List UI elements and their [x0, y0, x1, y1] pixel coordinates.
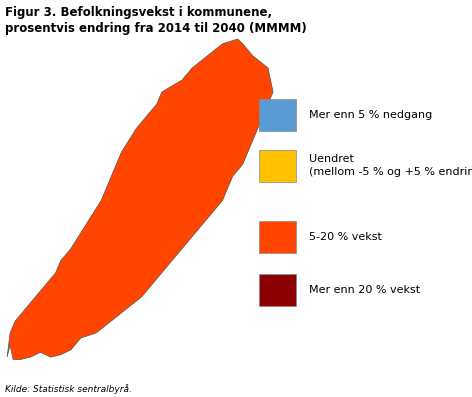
Text: prosentvis endring fra 2014 til 2040 (MMMM): prosentvis endring fra 2014 til 2040 (MM…: [5, 22, 306, 35]
FancyBboxPatch shape: [259, 99, 296, 131]
Text: 5-20 % vekst: 5-20 % vekst: [309, 232, 382, 242]
Text: Kilde: Statistisk sentralbyrå.: Kilde: Statistisk sentralbyrå.: [5, 384, 132, 394]
Polygon shape: [7, 39, 273, 360]
FancyBboxPatch shape: [259, 221, 296, 253]
Text: Uendret
(mellom -5 % og +5 % endring): Uendret (mellom -5 % og +5 % endring): [309, 154, 472, 177]
FancyBboxPatch shape: [259, 150, 296, 182]
Text: Mer enn 5 % nedgang: Mer enn 5 % nedgang: [309, 110, 432, 120]
Text: Figur 3. Befolkningsvekst i kommunene,: Figur 3. Befolkningsvekst i kommunene,: [5, 6, 272, 19]
FancyBboxPatch shape: [259, 274, 296, 306]
Text: Mer enn 20 % vekst: Mer enn 20 % vekst: [309, 285, 420, 295]
